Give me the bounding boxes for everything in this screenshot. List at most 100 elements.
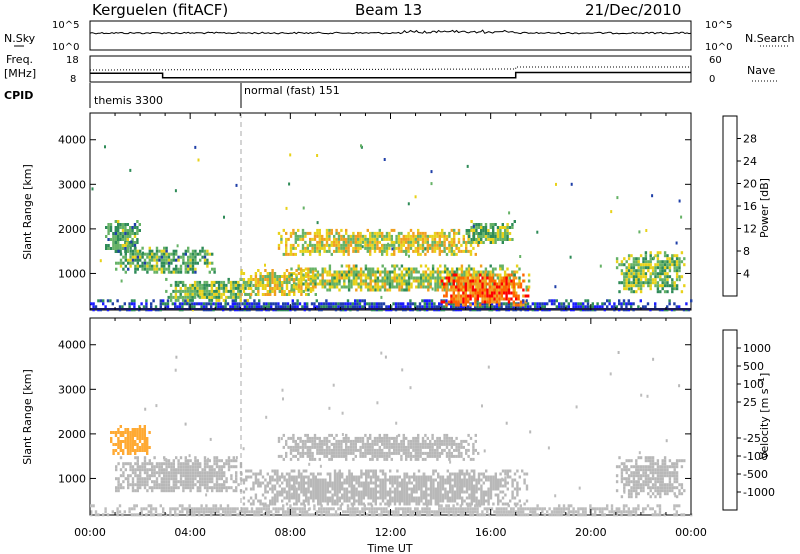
heatmap-cell <box>264 284 267 287</box>
heatmap-cell <box>450 249 453 253</box>
heatmap-cell <box>297 496 301 500</box>
heatmap-cell <box>470 229 473 232</box>
heatmap-cell <box>388 279 392 283</box>
heatmap-cell <box>480 478 483 482</box>
heatmap-cell <box>187 462 190 466</box>
heatmap-cell <box>493 288 496 292</box>
heatmap-cell <box>238 302 242 306</box>
heatmap-cell <box>270 305 273 309</box>
heatmap-cell <box>463 478 466 482</box>
heatmap-cell <box>165 255 168 259</box>
heatmap-cell <box>119 434 122 437</box>
heatmap-cell <box>473 484 476 488</box>
heatmap-cell <box>512 510 515 514</box>
heatmap-cell <box>431 234 434 238</box>
heatmap-cell <box>393 267 396 271</box>
heatmap-cell <box>299 249 302 253</box>
heatmap-cell <box>389 475 392 479</box>
heatmap-cell <box>175 468 178 472</box>
heatmap-cell <box>170 261 173 265</box>
heatmap-cell <box>347 237 350 241</box>
heatmap-cell <box>276 493 279 497</box>
heatmap-cell <box>136 483 139 487</box>
heatmap-cell <box>274 510 278 514</box>
heatmap-cell <box>434 502 437 506</box>
heatmap-cell <box>408 493 411 497</box>
heatmap-cell <box>322 302 326 306</box>
heatmap-cell <box>194 270 197 274</box>
heatmap-cell <box>269 502 272 506</box>
heatmap-cell <box>656 275 660 279</box>
heatmap-cell <box>417 469 421 473</box>
heatmap-cell <box>465 481 469 485</box>
heatmap-cell <box>518 279 521 283</box>
heatmap-cell <box>285 240 288 244</box>
heatmap-cell <box>292 246 295 250</box>
heatmap-cell <box>376 243 379 247</box>
heatmap-cell <box>474 297 477 301</box>
heatmap-cell <box>267 513 270 517</box>
heatmap-cell <box>362 487 365 491</box>
heatmap-cell <box>191 474 195 478</box>
heatmap-cell <box>122 471 125 475</box>
heatmap-cell <box>484 229 488 232</box>
heatmap-cell <box>386 490 389 494</box>
heatmap-cell <box>90 504 93 508</box>
heatmap-cell <box>124 428 127 431</box>
heatmap-cell <box>492 238 495 241</box>
heatmap-cell <box>290 496 293 500</box>
heatmap-cell <box>293 272 296 275</box>
heatmap-cell <box>296 302 299 306</box>
heatmap-cell <box>189 468 192 472</box>
heatmap-cell <box>301 249 305 253</box>
heatmap-cell <box>487 496 490 500</box>
heatmap-cell <box>182 483 185 487</box>
heatmap-cell <box>429 246 432 250</box>
heatmap-cell <box>259 281 262 284</box>
heatmap-cell <box>360 472 363 476</box>
heatmap-cell <box>401 484 404 488</box>
heatmap-cell <box>328 288 332 292</box>
heatmap-cell <box>305 481 308 485</box>
heatmap-cell <box>166 299 170 303</box>
heatmap-cell <box>498 513 501 517</box>
heatmap-cell <box>353 496 356 500</box>
heatmap-cell <box>133 244 137 247</box>
heatmap-cell <box>408 478 411 482</box>
heatmap-cell <box>162 507 165 511</box>
heatmap-cell <box>189 459 192 463</box>
heatmap-cell <box>121 238 125 241</box>
heatmap-cell <box>522 299 525 303</box>
heatmap-cell <box>219 504 222 508</box>
heatmap-cell <box>294 302 297 306</box>
heatmap-cell <box>610 305 614 309</box>
heatmap-cell <box>215 295 218 299</box>
heatmap-cell <box>237 289 240 293</box>
heatmap-cell <box>460 267 464 271</box>
heatmap-cell <box>345 237 348 241</box>
heatmap-cell <box>293 490 296 494</box>
heatmap-cell <box>327 510 330 514</box>
heatmap-cell <box>359 285 363 289</box>
heatmap-cell <box>577 305 580 309</box>
heatmap-cell <box>398 267 401 271</box>
heatmap-cell <box>499 229 502 232</box>
heatmap-cell <box>439 276 442 280</box>
heatmap-cell <box>282 302 285 306</box>
heatmap-cell <box>187 465 190 469</box>
heatmap-cell <box>678 275 681 279</box>
heatmap-cell <box>426 510 429 514</box>
heatmap-cell <box>379 285 382 289</box>
heatmap-cell <box>230 465 233 469</box>
heatmap-cell <box>673 269 676 273</box>
heatmap-cell <box>208 471 211 475</box>
heatmap-cell <box>247 287 250 290</box>
heatmap-cell <box>208 270 211 274</box>
heatmap-cell <box>360 144 362 148</box>
heatmap-cell <box>455 243 458 247</box>
heatmap-cell <box>314 478 317 482</box>
heatmap-cell <box>525 299 528 303</box>
heatmap-cell <box>172 289 175 293</box>
heatmap-cell <box>458 273 461 277</box>
heatmap-cell <box>400 270 404 274</box>
